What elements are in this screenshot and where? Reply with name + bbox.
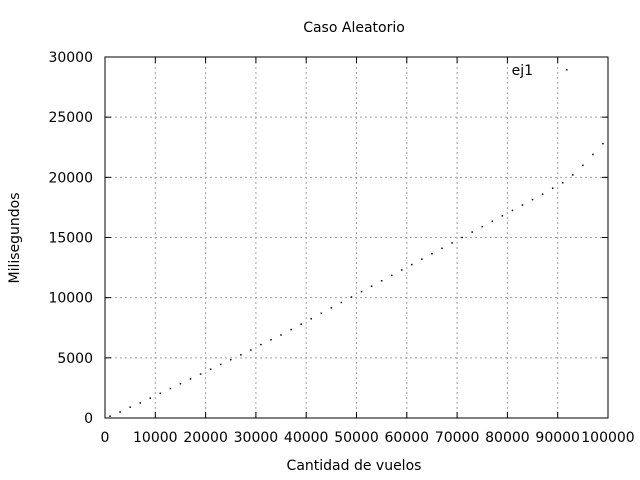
data-point (139, 402, 141, 404)
chart-title: Caso Aleatorio (303, 20, 405, 36)
data-point (290, 328, 292, 331)
x-tick-label: 70000 (435, 430, 480, 446)
data-point (451, 242, 453, 244)
data-point (491, 220, 494, 223)
data-point (582, 164, 584, 167)
data-point (189, 378, 192, 380)
data-point (129, 406, 131, 408)
data-point (270, 339, 272, 341)
data-point (199, 373, 202, 375)
data-point (360, 290, 363, 293)
data-point (572, 174, 574, 176)
y-tick-label: 15000 (48, 231, 93, 247)
data-point (300, 323, 302, 325)
data-point (310, 317, 312, 320)
legend: ej1 (512, 63, 568, 79)
x-tick-label: 20000 (183, 430, 228, 446)
y-tick-label: 25000 (48, 110, 93, 126)
plot-frame (104, 56, 609, 419)
data-point (592, 153, 594, 156)
data-point (551, 187, 554, 189)
x-tick-label: 30000 (234, 430, 279, 446)
data-point (541, 193, 544, 195)
data-point (370, 285, 373, 287)
data-point (260, 343, 262, 346)
data-point (521, 204, 524, 206)
data-point (602, 142, 604, 145)
data-point (280, 334, 282, 336)
data-point (159, 392, 162, 395)
data-point (230, 358, 232, 361)
y-tick-label: 20000 (48, 170, 93, 186)
data-point (179, 382, 182, 385)
data-point (240, 354, 242, 356)
y-tick-label: 5000 (57, 351, 93, 367)
data-point (561, 181, 564, 184)
y-tick-label: 10000 (48, 291, 93, 307)
data-point (380, 280, 383, 282)
data-point (421, 258, 423, 260)
data-point (501, 215, 504, 217)
x-axis-label: Cantidad de vuelos (287, 458, 422, 474)
data-point (411, 263, 413, 266)
legend-label: ej1 (512, 63, 533, 79)
x-tick-label: 100000 (581, 430, 634, 446)
y-axis-label: Milisegundos (7, 192, 23, 283)
data-point (471, 231, 473, 233)
legend-marker (566, 69, 568, 71)
data-point (401, 269, 403, 271)
data-point (441, 247, 443, 250)
data-point (340, 301, 343, 304)
data-point (219, 363, 222, 366)
x-tick-label: 40000 (284, 430, 329, 446)
x-tick-label: 60000 (385, 430, 430, 446)
data-point (461, 236, 463, 239)
x-tick-labels: 0 10000 20000 30000 40000 50000 60000 70000 8000… (101, 430, 635, 446)
x-tick-label: 80000 (485, 430, 530, 446)
data-point (320, 312, 323, 315)
data-point (119, 411, 121, 413)
y-tick-label: 0 (84, 411, 93, 427)
data-point (481, 225, 483, 228)
data-point (330, 307, 333, 309)
data-points (109, 142, 604, 417)
data-point (531, 198, 534, 201)
data-point (431, 252, 433, 255)
x-tick-label: 10000 (133, 430, 178, 446)
data-point (390, 274, 393, 277)
x-tick-label: 0 (101, 430, 110, 446)
y-tick-labels: 0 5000 10000 15000 20000 25000 30000 (48, 50, 93, 427)
data-point (350, 296, 353, 298)
data-point (149, 397, 152, 399)
data-point (109, 415, 111, 417)
data-point (511, 209, 514, 212)
x-tick-label: 90000 (535, 430, 580, 446)
y-tick-label: 30000 (48, 50, 93, 66)
data-point (169, 387, 172, 390)
grid (105, 57, 608, 418)
data-point (209, 368, 212, 371)
data-point (250, 349, 252, 351)
x-tick-label: 50000 (334, 430, 379, 446)
